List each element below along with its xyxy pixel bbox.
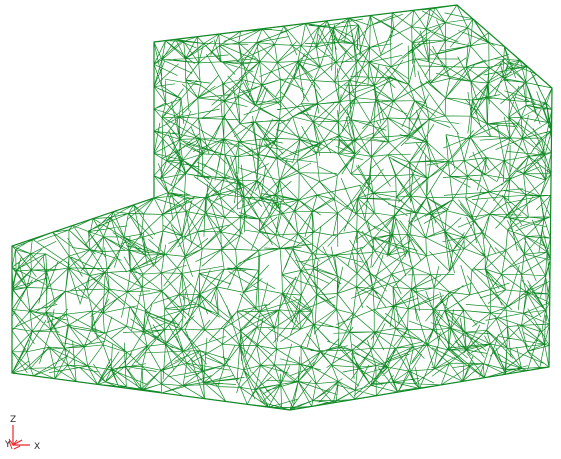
z-axis-label: Z (10, 415, 16, 425)
mesh-element-edges (11, 4, 553, 411)
y-axis-line (12, 439, 23, 446)
triad-tripod-icon (8, 438, 21, 450)
y-axis-label: Y (4, 440, 11, 450)
mesh-edges-path (11, 4, 553, 411)
triad-axes (8, 425, 30, 450)
coordinate-triad: Z Y X (4, 415, 40, 452)
x-axis-label: X (34, 442, 40, 452)
